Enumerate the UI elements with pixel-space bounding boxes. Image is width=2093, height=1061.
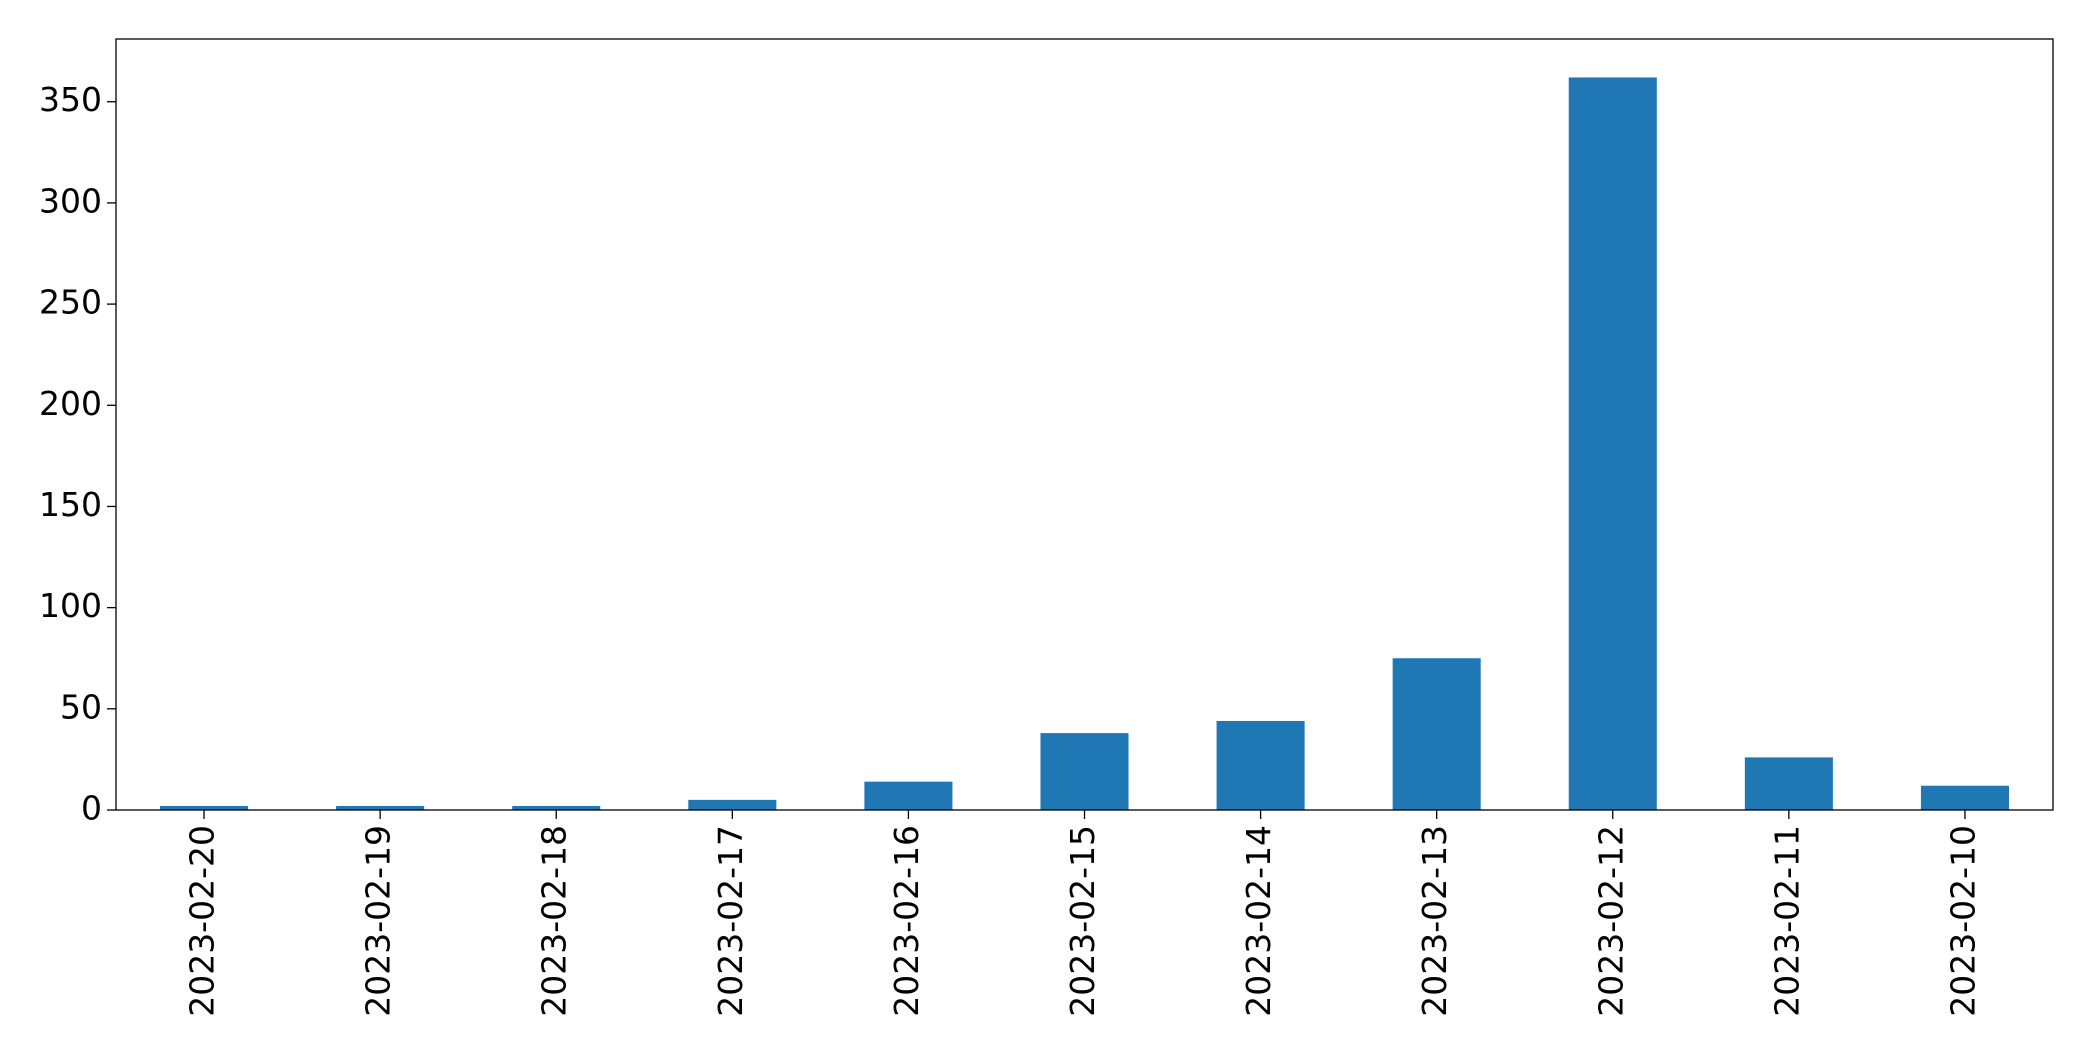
x-tick-label: 2023-02-19 xyxy=(359,825,398,1017)
x-tick-label: 2023-02-14 xyxy=(1239,825,1278,1017)
y-tick-label: 200 xyxy=(39,384,102,423)
x-tick-label: 2023-02-20 xyxy=(183,825,222,1017)
x-tick-label: 2023-02-13 xyxy=(1415,825,1454,1017)
x-tick-label: 2023-02-12 xyxy=(1591,825,1630,1017)
x-tick-label: 2023-02-16 xyxy=(887,825,926,1017)
bar xyxy=(336,805,425,810)
plot-frame xyxy=(115,38,2054,811)
bar xyxy=(864,781,953,810)
y-tick-label: 150 xyxy=(39,485,102,524)
y-tick-label: 300 xyxy=(39,181,102,220)
bar xyxy=(1568,77,1657,810)
bar xyxy=(512,805,601,810)
bar xyxy=(1744,757,1833,810)
x-tick-label: 2023-02-15 xyxy=(1063,825,1102,1017)
bar xyxy=(1392,658,1481,810)
y-tick-label: 350 xyxy=(39,80,102,119)
y-tick-label: 250 xyxy=(39,283,102,322)
y-tick-label: 50 xyxy=(60,687,102,726)
y-tick-label: 0 xyxy=(81,789,102,828)
x-tick-label: 2023-02-18 xyxy=(535,825,574,1017)
y-tick-label: 100 xyxy=(39,586,102,625)
bar xyxy=(160,805,249,810)
bar xyxy=(1216,720,1305,810)
x-tick-label: 2023-02-17 xyxy=(711,825,750,1017)
x-tick-label: 2023-02-11 xyxy=(1767,825,1806,1017)
bar xyxy=(688,799,777,810)
bar xyxy=(1040,733,1129,810)
bar xyxy=(1920,785,2009,810)
x-tick-label: 2023-02-10 xyxy=(1943,825,1982,1017)
